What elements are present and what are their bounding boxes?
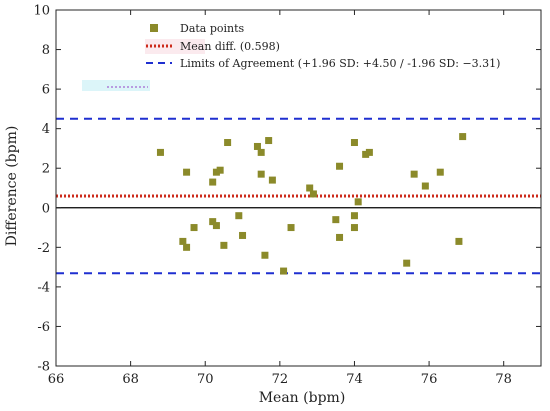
y-tick-label: -6 bbox=[37, 320, 50, 335]
legend-label-mean-diff: Mean diff. (0.598) bbox=[180, 40, 280, 53]
data-point bbox=[209, 218, 217, 226]
data-point bbox=[362, 150, 370, 158]
data-point bbox=[216, 166, 224, 174]
data-point bbox=[268, 176, 276, 184]
data-point bbox=[350, 224, 358, 232]
data-point bbox=[436, 168, 444, 176]
y-tick-label: 4 bbox=[42, 122, 50, 137]
x-tick-label: 74 bbox=[346, 372, 363, 387]
y-tick-label: -8 bbox=[37, 360, 50, 375]
x-tick-label: 78 bbox=[495, 372, 512, 387]
data-point bbox=[257, 170, 265, 178]
data-point bbox=[403, 259, 411, 267]
data-point bbox=[265, 137, 273, 145]
data-point bbox=[253, 142, 261, 150]
data-point bbox=[287, 224, 295, 232]
data-point bbox=[212, 168, 220, 176]
y-tick-label: 0 bbox=[42, 201, 50, 216]
data-point bbox=[332, 216, 340, 224]
data-point bbox=[410, 170, 418, 178]
x-tick-label: 68 bbox=[122, 372, 139, 387]
legend-highlight bbox=[145, 39, 205, 54]
legend-label-data-points: Data points bbox=[180, 22, 245, 35]
data-point bbox=[183, 168, 191, 176]
data-point bbox=[257, 148, 265, 156]
legend: Data points Mean diff. (0.598) Limits of… bbox=[82, 22, 500, 91]
data-point bbox=[421, 182, 429, 190]
y-tick-label: 6 bbox=[42, 83, 50, 98]
data-point bbox=[350, 212, 358, 220]
y-tick-label: -4 bbox=[37, 280, 50, 295]
y-tick-label: -2 bbox=[37, 241, 50, 256]
x-tick-label: 76 bbox=[421, 372, 438, 387]
x-tick-label: 70 bbox=[197, 372, 214, 387]
data-point bbox=[365, 148, 373, 156]
axes-box bbox=[55, 9, 542, 367]
data-point bbox=[261, 251, 269, 259]
legend-highlight-left bbox=[82, 80, 150, 91]
legend-marker-data-points bbox=[150, 24, 158, 32]
x-axis-title: Mean (bpm) bbox=[259, 390, 346, 406]
data-point bbox=[183, 243, 191, 251]
data-point bbox=[239, 231, 247, 239]
y-tick-label: 2 bbox=[42, 162, 50, 177]
data-point bbox=[459, 133, 467, 141]
data-point bbox=[354, 198, 362, 206]
x-tick-label: 66 bbox=[48, 372, 65, 387]
y-axis-title: Difference (bpm) bbox=[4, 126, 20, 247]
data-point bbox=[156, 148, 164, 156]
x-tick-label: 72 bbox=[272, 372, 289, 387]
data-point bbox=[350, 139, 358, 147]
data-point bbox=[306, 184, 314, 192]
data-point bbox=[336, 233, 344, 241]
data-point bbox=[220, 241, 228, 249]
data-point bbox=[224, 139, 232, 147]
data-point bbox=[179, 237, 187, 245]
data-point bbox=[280, 267, 288, 275]
data-point bbox=[190, 224, 198, 232]
data-point bbox=[235, 212, 243, 220]
data-point bbox=[209, 178, 217, 186]
y-tick-label: 8 bbox=[42, 43, 50, 58]
data-point bbox=[309, 190, 317, 198]
legend-label-limits: Limits of Agreement (+1.96 SD: +4.50 / -… bbox=[180, 57, 500, 70]
data-point bbox=[212, 222, 220, 230]
data-point bbox=[455, 237, 463, 245]
data-point bbox=[336, 162, 344, 170]
y-tick-label: 10 bbox=[33, 4, 50, 19]
